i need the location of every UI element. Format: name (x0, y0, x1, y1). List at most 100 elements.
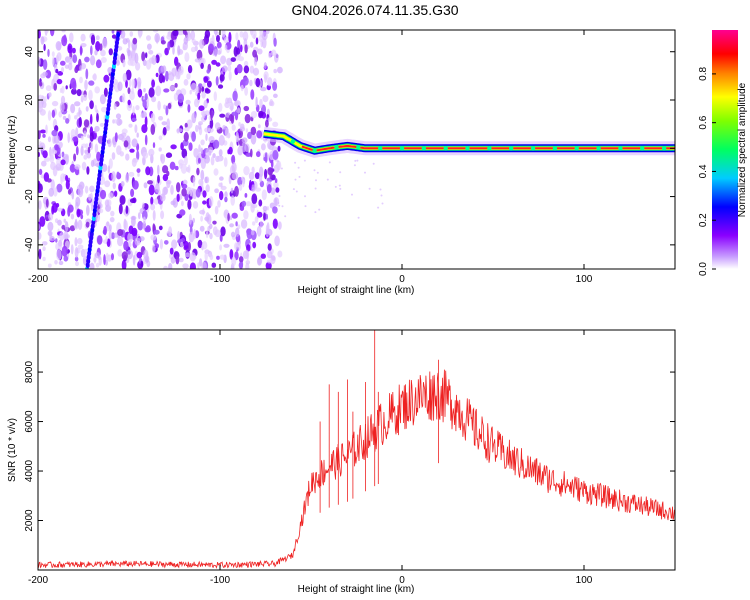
noise-speckle (220, 55, 227, 65)
noise-speckle (45, 69, 52, 79)
noise-speckle (135, 105, 140, 111)
noise-speckle (136, 168, 141, 174)
noise-speckle (245, 128, 249, 133)
noise-speckle (261, 189, 267, 201)
noise-speckle (274, 235, 280, 247)
noise-speckle (199, 258, 203, 267)
noise-speckle (262, 205, 268, 212)
noise-speckle (51, 51, 55, 57)
noise-speckle (160, 40, 166, 45)
noise-speckle (77, 186, 84, 198)
noise-speckle (269, 99, 274, 106)
noise-speckle (127, 39, 131, 49)
noise-speckle (190, 82, 197, 93)
noise-speckle (198, 123, 202, 130)
noise-speckle (181, 188, 187, 197)
noise-speckle (238, 122, 241, 127)
noise-speckle (354, 159, 357, 162)
noise-speckle (38, 232, 42, 240)
noise-speckle (86, 204, 90, 216)
noise-speckle (219, 254, 225, 260)
noise-speckle (214, 122, 221, 130)
noise-speckle (47, 110, 52, 121)
noise-speckle (170, 184, 174, 195)
noise-speckle (328, 161, 331, 164)
noise-speckle (60, 159, 66, 166)
noise-speckle (134, 124, 138, 134)
noise-speckle (277, 202, 280, 204)
noise-speckle (235, 32, 239, 41)
noise-speckle (231, 124, 236, 131)
carrier-knot (312, 148, 317, 153)
noise-speckle (263, 62, 267, 70)
noise-speckle (272, 81, 278, 91)
noise-speckle (80, 95, 84, 103)
noise-speckle (57, 42, 62, 51)
noise-speckle (123, 240, 129, 251)
noise-speckle (264, 168, 268, 180)
noise-speckle (92, 74, 97, 80)
carrier-knot (443, 146, 448, 151)
noise-speckle (100, 49, 106, 57)
noise-speckle (231, 111, 238, 116)
noise-speckle (125, 69, 132, 81)
noise-speckle (150, 234, 157, 241)
noise-speckle (141, 51, 146, 62)
noise-speckle (60, 176, 63, 185)
noise-speckle (157, 174, 160, 184)
noise-speckle (191, 255, 197, 260)
noise-speckle (180, 163, 187, 174)
noise-speckle (204, 127, 211, 133)
noise-speckle (44, 157, 51, 162)
noise-speckle (150, 196, 154, 206)
noise-speckle (175, 255, 180, 265)
noise-speckle (264, 152, 268, 164)
noise-speckle (120, 30, 126, 39)
noise-speckle (142, 202, 145, 208)
noise-speckle (261, 31, 268, 41)
noise-speckle (127, 87, 131, 95)
noise-speckle (177, 45, 181, 56)
noise-speckle (125, 153, 130, 161)
noise-speckle (113, 119, 118, 124)
noise-speckle (241, 137, 248, 144)
noise-speckle (235, 47, 241, 55)
noise-speckle (165, 105, 169, 116)
noise-speckle (273, 68, 278, 74)
noise-speckle (61, 85, 65, 94)
noise-speckle (219, 74, 225, 82)
noise-speckle (257, 227, 261, 237)
noise-speckle (304, 195, 306, 198)
noise-speckle (65, 175, 69, 182)
noise-speckle (111, 34, 117, 39)
noise-speckle (84, 79, 88, 91)
noise-speckle (201, 241, 208, 250)
noise-speckle (114, 132, 118, 143)
noise-speckle (159, 239, 163, 250)
noise-speckle (95, 41, 101, 52)
noise-speckle (122, 72, 128, 83)
x-tick-label: -200 (28, 274, 48, 285)
noise-speckle (218, 102, 223, 112)
noise-speckle (218, 155, 222, 162)
carrier-knot (334, 145, 339, 150)
noise-speckle (160, 153, 166, 164)
x-tick-label: -100 (210, 274, 230, 285)
noise-speckle (142, 99, 147, 108)
noise-speckle (185, 99, 191, 105)
noise-speckle (255, 187, 261, 192)
noise-speckle (270, 159, 274, 169)
noise-speckle (272, 150, 279, 160)
noise-speckle (38, 183, 43, 193)
noise-speckle (63, 218, 67, 223)
carrier-knot (399, 146, 405, 151)
noise-speckle (72, 81, 77, 91)
y-tick-label: 0 (24, 145, 35, 151)
noise-speckle (157, 100, 161, 111)
noise-speckle (200, 147, 204, 155)
noise-speckle (160, 210, 165, 220)
noise-speckle (90, 141, 94, 150)
noise-speckle (165, 180, 172, 185)
noise-speckle (49, 231, 53, 241)
noise-speckle (237, 39, 241, 50)
